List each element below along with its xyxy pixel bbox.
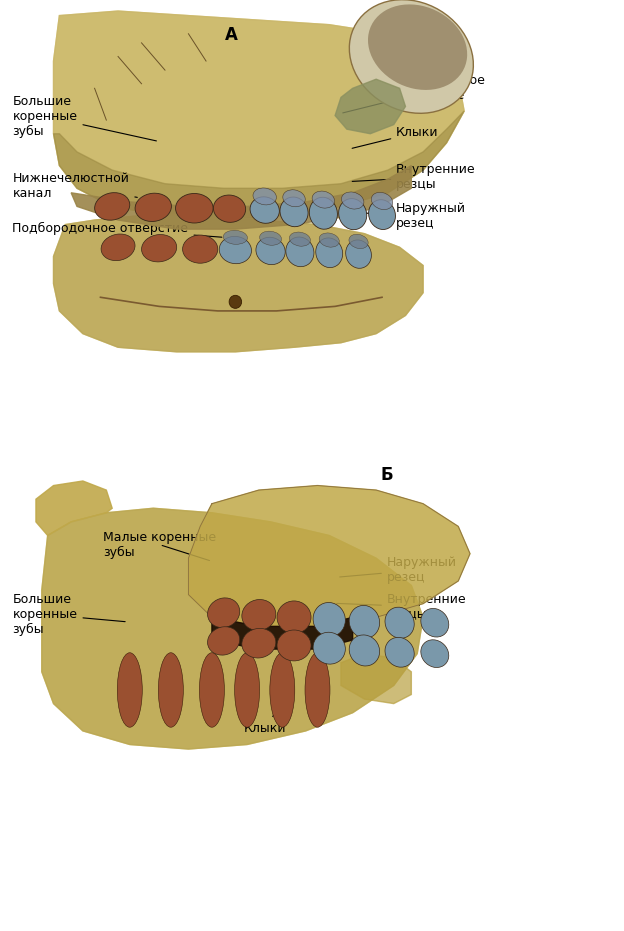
Ellipse shape <box>250 196 280 223</box>
Text: Клыки: Клыки <box>352 126 439 148</box>
Ellipse shape <box>290 232 310 246</box>
Ellipse shape <box>242 628 276 658</box>
Ellipse shape <box>229 295 241 308</box>
Ellipse shape <box>223 230 248 244</box>
Text: Нижнечелюстной
канал: Нижнечелюстной канал <box>12 172 137 200</box>
Ellipse shape <box>319 233 339 247</box>
Polygon shape <box>212 617 353 649</box>
Ellipse shape <box>385 638 414 668</box>
Polygon shape <box>335 79 406 134</box>
Text: Б: Б <box>381 466 393 484</box>
Text: Внутренние
резцы: Внутренние резцы <box>336 593 467 621</box>
Ellipse shape <box>158 653 183 727</box>
Polygon shape <box>54 111 464 220</box>
Ellipse shape <box>368 5 467 90</box>
Text: А: А <box>225 26 237 45</box>
Ellipse shape <box>310 197 338 229</box>
Ellipse shape <box>260 231 281 245</box>
Ellipse shape <box>101 234 135 261</box>
Polygon shape <box>54 215 423 352</box>
Ellipse shape <box>371 193 392 209</box>
Ellipse shape <box>313 602 345 637</box>
Text: Клыки: Клыки <box>243 711 286 735</box>
Ellipse shape <box>316 238 343 267</box>
Ellipse shape <box>253 188 276 205</box>
Ellipse shape <box>175 194 213 223</box>
Polygon shape <box>188 486 470 627</box>
Ellipse shape <box>242 600 276 630</box>
Text: Большие
коренные
зубы: Большие коренные зубы <box>12 593 125 636</box>
Ellipse shape <box>286 237 314 266</box>
Ellipse shape <box>349 635 379 666</box>
Ellipse shape <box>369 200 396 229</box>
Ellipse shape <box>183 235 218 263</box>
Ellipse shape <box>346 240 371 268</box>
Ellipse shape <box>349 605 379 639</box>
Ellipse shape <box>208 627 240 655</box>
Polygon shape <box>71 166 411 229</box>
Ellipse shape <box>339 198 367 230</box>
Ellipse shape <box>312 191 334 209</box>
Ellipse shape <box>341 192 364 209</box>
Text: Подбородочное отверстие: Подбородочное отверстие <box>12 222 222 237</box>
Text: Наружный
резец: Наружный резец <box>339 556 457 584</box>
Ellipse shape <box>313 632 345 664</box>
Polygon shape <box>42 508 423 749</box>
Text: Внутренние
резцы: Внутренние резцы <box>352 163 476 191</box>
Polygon shape <box>54 11 464 220</box>
Text: Глазница: Глазница <box>352 40 459 64</box>
Polygon shape <box>54 215 423 352</box>
Ellipse shape <box>305 653 330 727</box>
Text: Грушевидное
отверстие: Грушевидное отверстие <box>343 74 486 113</box>
Text: Малые коренные
зубы: Малые коренные зубы <box>103 531 216 560</box>
Ellipse shape <box>117 653 142 727</box>
Polygon shape <box>36 481 112 535</box>
Ellipse shape <box>277 630 311 661</box>
Ellipse shape <box>200 653 225 727</box>
Ellipse shape <box>213 196 246 223</box>
Polygon shape <box>54 11 464 220</box>
Ellipse shape <box>283 190 305 207</box>
Ellipse shape <box>385 607 414 639</box>
Ellipse shape <box>270 653 295 727</box>
Text: Наружный
резец: Наружный резец <box>348 202 466 230</box>
Ellipse shape <box>95 193 130 221</box>
Ellipse shape <box>208 598 240 627</box>
Ellipse shape <box>135 194 172 222</box>
Ellipse shape <box>421 640 449 668</box>
Text: Большие
коренные
зубы: Большие коренные зубы <box>12 95 157 141</box>
Ellipse shape <box>256 237 285 264</box>
Ellipse shape <box>421 609 449 637</box>
Polygon shape <box>42 508 423 749</box>
Ellipse shape <box>280 197 308 226</box>
Ellipse shape <box>277 600 311 634</box>
Ellipse shape <box>142 235 177 262</box>
Polygon shape <box>341 654 411 704</box>
Ellipse shape <box>235 653 260 727</box>
Ellipse shape <box>349 235 368 249</box>
Ellipse shape <box>219 236 251 263</box>
Ellipse shape <box>349 0 474 114</box>
